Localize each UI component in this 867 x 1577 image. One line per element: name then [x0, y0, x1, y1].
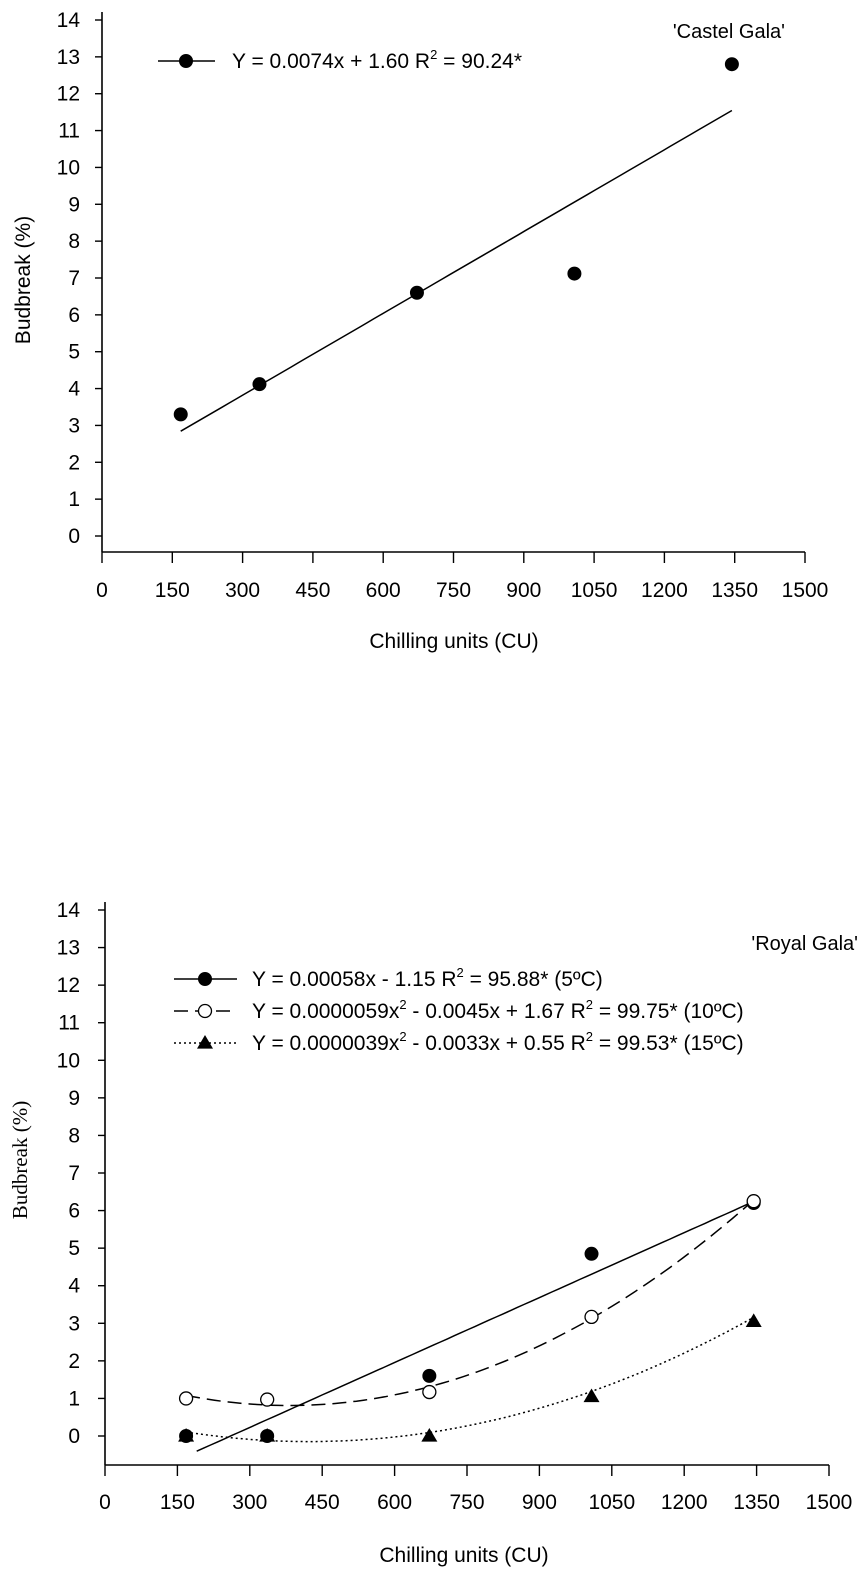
- cultivar-label: 'Royal Gala': [751, 933, 858, 955]
- x-tick-label: 600: [377, 1491, 412, 1514]
- data-point: [259, 1428, 276, 1442]
- data-point: [422, 1368, 437, 1383]
- fit-line-series-3: [185, 1316, 755, 1443]
- data-point: [746, 1194, 761, 1209]
- y-tick-label: 8: [68, 1124, 80, 1147]
- x-tick-label: 300: [225, 579, 260, 602]
- y-tick-label: 0: [68, 1425, 80, 1448]
- y-axis-title: Budbreak (%): [8, 1101, 32, 1219]
- y-tick-label: 9: [68, 193, 80, 216]
- y-tick-label: 12: [57, 83, 80, 106]
- y-tick-label: 4: [68, 1275, 80, 1298]
- legend: Y = 0.0074x + 1.60 R2 = 90.24*: [158, 47, 522, 73]
- data-point: [584, 1309, 599, 1325]
- y-tick-label: 10: [57, 156, 80, 179]
- data-point: [178, 1428, 195, 1442]
- y-tick-label: 3: [68, 1312, 80, 1335]
- data-point: [724, 57, 739, 72]
- y-tick-label: 8: [68, 230, 80, 253]
- x-tick-label: 300: [232, 1491, 267, 1514]
- y-tick-label: 7: [68, 1162, 80, 1185]
- y-tick-label: 2: [68, 1350, 80, 1373]
- data-points: [178, 1194, 762, 1443]
- y-tick-label: 5: [68, 341, 80, 364]
- x-tick-label: 1350: [711, 579, 758, 602]
- y-tick-label: 5: [68, 1237, 80, 1260]
- y-tick-label: 10: [57, 1049, 80, 1072]
- data-point: [567, 266, 582, 281]
- x-tick-label: 1500: [782, 579, 829, 602]
- x-axis-title: Chilling units (CU): [379, 1544, 548, 1567]
- fit-line-series-2: [185, 1199, 755, 1407]
- data-point: [584, 1246, 599, 1261]
- x-tick-label: 0: [99, 1491, 111, 1514]
- x-tick-label: 750: [449, 1491, 484, 1514]
- legend-equation: Y = 0.0074x + 1.60 R2 = 90.24*: [232, 47, 522, 73]
- data-point: [583, 1388, 600, 1403]
- legend-marker: [179, 54, 193, 68]
- x-tick-label: 450: [305, 1491, 340, 1514]
- y-tick-label: 7: [68, 267, 80, 290]
- y-tick-label: 1: [68, 1387, 80, 1410]
- y-tick-label: 6: [68, 304, 80, 327]
- data-point: [422, 1384, 437, 1400]
- x-axis-title: Chilling units (CU): [369, 630, 538, 653]
- x-tick-label: 900: [506, 579, 541, 602]
- legend: Y = 0.00058x - 1.15 R2 = 95.88* (5ºC) Y =…: [174, 965, 744, 1055]
- x-tick-label: 1200: [661, 1491, 708, 1514]
- data-point: [260, 1392, 275, 1407]
- x-tick-label: 150: [155, 579, 190, 602]
- x-tick-label: 450: [295, 579, 330, 602]
- x-tick-label: 750: [436, 579, 471, 602]
- legend-marker: [198, 972, 212, 986]
- x-tick-label: 1050: [588, 1491, 635, 1514]
- legend-equation: Y = 0.0000039x2 - 0.0033x + 0.55 R2 = 99…: [252, 1029, 744, 1055]
- x-tick-label: 150: [160, 1491, 195, 1514]
- cultivar-label: 'Castel Gala': [673, 21, 785, 43]
- data-point: [745, 1313, 762, 1328]
- x-tick-label: 1500: [806, 1491, 853, 1514]
- legend-marker: [197, 1003, 213, 1019]
- y-tick-label: 1: [68, 488, 80, 511]
- data-point: [421, 1428, 438, 1442]
- data-point: [178, 1391, 194, 1406]
- x-tick-label: 0: [96, 579, 108, 602]
- x-tick-label: 1050: [571, 579, 618, 602]
- y-tick-label: 11: [58, 1012, 80, 1035]
- legend-marker: [197, 1035, 213, 1049]
- y-tick-label: 14: [57, 9, 81, 32]
- y-tick-label: 14: [57, 899, 81, 922]
- y-tick-label: 9: [68, 1087, 80, 1110]
- x-tick-label: 900: [522, 1491, 557, 1514]
- fit-lines: [185, 1199, 755, 1452]
- x-tick-label: 600: [366, 579, 401, 602]
- y-axis-title: Budbreak (%): [12, 216, 35, 344]
- y-tick-label: 3: [68, 414, 80, 437]
- y-tick-label: 2: [68, 451, 80, 474]
- y-tick-label: 0: [68, 525, 80, 548]
- fit-line-series-1: [180, 109, 733, 432]
- fit-line-series-1: [196, 1200, 755, 1452]
- data-point: [409, 285, 424, 300]
- x-tick-label: 1200: [641, 579, 688, 602]
- y-tick-label: 11: [58, 120, 80, 143]
- y-tick-label: 12: [57, 974, 80, 997]
- y-tick-label: 13: [57, 937, 80, 960]
- fit-lines: [180, 109, 733, 432]
- y-tick-label: 4: [68, 378, 80, 401]
- data-point: [252, 377, 267, 392]
- data-point: [173, 407, 188, 422]
- y-tick-label: 13: [57, 46, 80, 69]
- y-tick-label: 6: [68, 1200, 80, 1223]
- data-points: [173, 57, 739, 422]
- legend-equation: Y = 0.0000059x2 - 0.0045x + 1.67 R2 = 99…: [252, 997, 744, 1023]
- legend-equation: Y = 0.00058x - 1.15 R2 = 95.88* (5ºC): [252, 965, 603, 991]
- x-tick-label: 1350: [733, 1491, 780, 1514]
